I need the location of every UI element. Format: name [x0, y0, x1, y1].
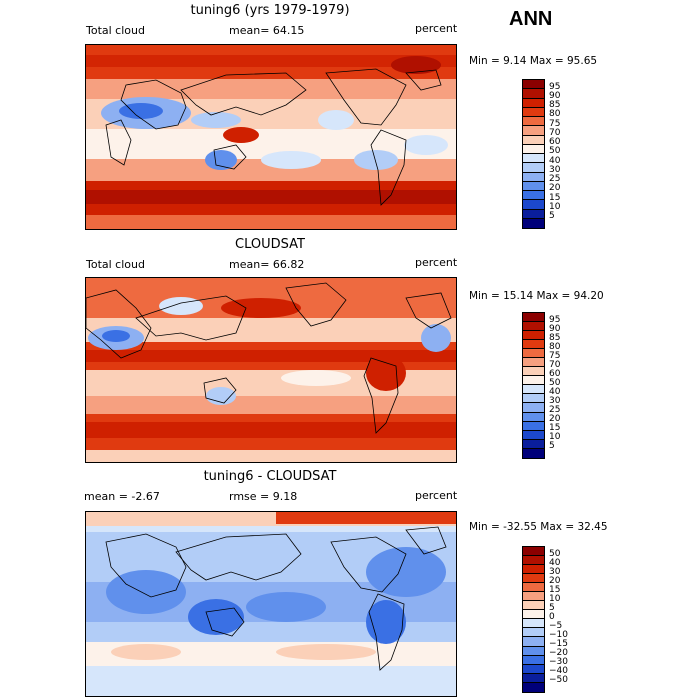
panel2-variable-label: Total cloud	[86, 258, 145, 271]
colorbar-tick: 60	[549, 369, 561, 379]
colorbar-tick: 25	[549, 405, 561, 415]
colorbar-tick: 10	[549, 202, 561, 212]
colorbar-tick: 5	[549, 441, 555, 451]
panel2-mean-label: mean= 66.82	[229, 258, 305, 271]
colorbar-tick: 10	[549, 594, 561, 604]
colorbar-tick: 30	[549, 396, 561, 406]
colorbar-tick: 5	[549, 211, 555, 221]
colorbar-tick: 50	[549, 549, 561, 559]
panel2-map	[85, 277, 457, 463]
colorbar-tick: −15	[549, 639, 568, 649]
colorbar-tick: 15	[549, 585, 561, 595]
colorbar-tick: 20	[549, 183, 561, 193]
colorbar-tick: 70	[549, 360, 561, 370]
panel2-units-label: percent	[415, 256, 458, 269]
colorbar-tick: 85	[549, 100, 561, 110]
panel1-title: tuning6 (yrs 1979-1979)	[190, 3, 350, 18]
panel3-title: tuning6 - CLOUDSAT	[203, 469, 337, 484]
colorbar-tick: 15	[549, 423, 561, 433]
colorbar-tick: −10	[549, 630, 568, 640]
colorbar-tick: 40	[549, 156, 561, 166]
colorbar-tick: −20	[549, 648, 568, 658]
panel3-map	[85, 511, 457, 697]
panel1-mean-label: mean= 64.15	[229, 24, 305, 37]
panel3-colorbar	[522, 546, 545, 693]
colorbar-tick: 30	[549, 165, 561, 175]
colorbar-tick: 15	[549, 193, 561, 203]
colorbar-tick: −50	[549, 675, 568, 685]
panel1-map	[85, 44, 457, 230]
panel2-colorbar	[522, 312, 545, 459]
panel3-rmse-label: rmse = 9.18	[229, 490, 298, 503]
colorbar-tick: 75	[549, 351, 561, 361]
season-label: ANN	[509, 8, 553, 30]
panel1-variable-label: Total cloud	[86, 24, 145, 37]
panel1-minmax: Min = 9.14 Max = 95.65	[469, 55, 598, 67]
colorbar-tick: 20	[549, 576, 561, 586]
colorbar-tick: 20	[549, 414, 561, 424]
panel3-units-label: percent	[415, 489, 458, 502]
panel1-colorbar	[522, 79, 545, 229]
colorbar-tick: 40	[549, 387, 561, 397]
colorbar-tick: 70	[549, 128, 561, 138]
colorbar-tick: 50	[549, 146, 561, 156]
colorbar-tick: 25	[549, 174, 561, 184]
colorbar-tick: 80	[549, 342, 561, 352]
colorbar-tick: 90	[549, 91, 561, 101]
colorbar-tick: 80	[549, 109, 561, 119]
colorbar-tick: 0	[549, 612, 555, 622]
colorbar-tick: 40	[549, 558, 561, 568]
colorbar-tick: 30	[549, 567, 561, 577]
colorbar-tick: 95	[549, 82, 561, 92]
colorbar-tick: 5	[549, 603, 555, 613]
panel3-mean-label: mean = -2.67	[84, 490, 160, 503]
panel2-title: CLOUDSAT	[235, 237, 305, 252]
colorbar-tick: 50	[549, 378, 561, 388]
colorbar-tick: −5	[549, 621, 563, 631]
colorbar-tick: −30	[549, 657, 568, 667]
colorbar-tick: 85	[549, 333, 561, 343]
panel2-minmax: Min = 15.14 Max = 94.20	[469, 290, 604, 302]
colorbar-tick: 10	[549, 432, 561, 442]
colorbar-tick: −40	[549, 666, 568, 676]
colorbar-tick: 95	[549, 315, 561, 325]
colorbar-tick: 90	[549, 324, 561, 334]
colorbar-tick: 60	[549, 137, 561, 147]
panel3-minmax: Min = -32.55 Max = 32.45	[469, 521, 608, 533]
panel1-units-label: percent	[415, 22, 458, 35]
colorbar-tick: 75	[549, 119, 561, 129]
